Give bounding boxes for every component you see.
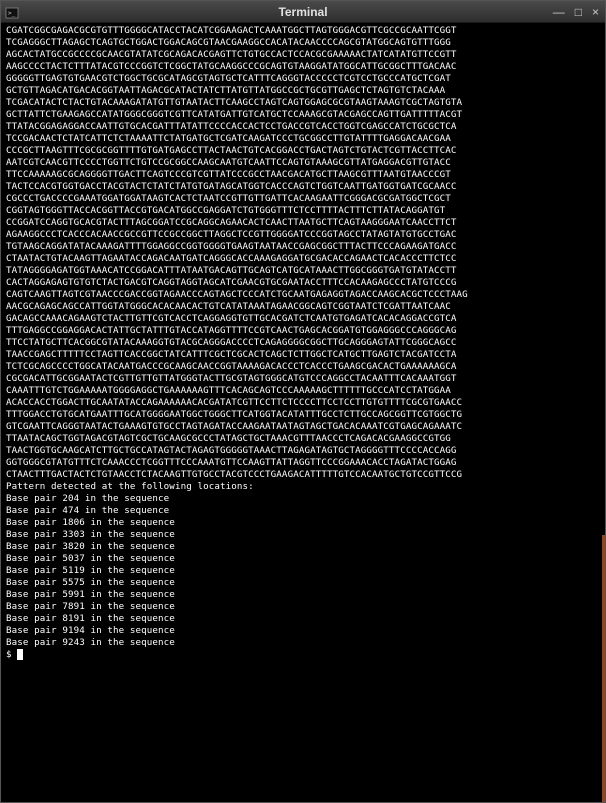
sequence-line: GCTTATTCTGAAGAGCCATATGGGCGGGTCGTTCATATGA… bbox=[6, 109, 600, 121]
sequence-line: TTATACGGAGAGGACCAATTGTGCACGATTTATATTCCCC… bbox=[6, 121, 600, 133]
sequence-line: CACTAGGAGAGTGTGTCTACTGACGTCAGGTAGGTAGCAT… bbox=[6, 277, 600, 289]
sequence-line: TCCGACAACTCTATCATTCTCTAAAATTCTATGATGCTCG… bbox=[6, 133, 600, 145]
minimize-button[interactable]: — bbox=[551, 5, 567, 19]
sequence-line: AATCGTCAACGTTCCCCTGGTTCTGTCCGCGGCCAAGCAA… bbox=[6, 157, 600, 169]
result-line: Base pair 5575 in the sequence bbox=[6, 577, 600, 589]
sequence-line: TTCCTATGCTTCACGGCGTATACAAAGGTGTACGCAGGGA… bbox=[6, 337, 600, 349]
sequence-line: TCGAGGGCTTAGAGCTCAGTGCTGGACTGGACAGCGTAAC… bbox=[6, 37, 600, 49]
sequence-line: TTCCAAAAAGCGCAGGGGTTGACTTCAGTCCCGTCGTTAT… bbox=[6, 169, 600, 181]
window-controls: — □ × bbox=[551, 5, 601, 19]
terminal-window: >_ Terminal — □ × CGATCGGCGAGACGCGTGTTTG… bbox=[0, 0, 606, 803]
sequence-line: CAGTCAAGTTAGTCGTAACCCGACCGGTAGAACCCAGTAG… bbox=[6, 289, 600, 301]
result-line: Base pair 474 in the sequence bbox=[6, 505, 600, 517]
sequence-line: CGCGACATTGCGGAATACTCGTTGTTGTTATGGGTACTTG… bbox=[6, 373, 600, 385]
prompt-line[interactable]: $ bbox=[6, 649, 600, 661]
result-line: Base pair 9243 in the sequence bbox=[6, 637, 600, 649]
result-line: Base pair 5991 in the sequence bbox=[6, 589, 600, 601]
sequence-line: CTAATACTGTACAAGTTAGAATACCAGACAATGATCAGGG… bbox=[6, 253, 600, 265]
result-line: Base pair 1806 in the sequence bbox=[6, 517, 600, 529]
sequence-line: CGGTAGTGGGTTACCACGGTTACCGTGACATGGCCGAGGA… bbox=[6, 205, 600, 217]
sequence-line: CTAACTTTGACTACTCTGTAACCTCTACAAGTTGTGCCTA… bbox=[6, 469, 600, 481]
sequence-line: TATAGGGGAGATGGTAAACATCCGGACATTTATAATGACA… bbox=[6, 265, 600, 277]
sequence-output: CGATCGGCGAGACGCGTGTTTGGGGCATACCTACATCGGA… bbox=[6, 25, 600, 481]
sequence-line: CCCGCTTAAGTTTCGCGCGGTTTTGTGATGAGCCTTACTA… bbox=[6, 145, 600, 157]
maximize-button[interactable]: □ bbox=[573, 5, 584, 19]
sequence-line: CAAATTTGTCTGGAAAAATGGGGAGGCTGAAAAAAGTTTC… bbox=[6, 385, 600, 397]
cursor bbox=[17, 649, 23, 660]
close-button[interactable]: × bbox=[590, 5, 601, 19]
sequence-line: AAGCCCCTACTCTTTATACGTCCCGGTCTCGGCTATGCAA… bbox=[6, 61, 600, 73]
scroll-indicator[interactable] bbox=[602, 535, 605, 802]
sequence-line: GGTGGGCGTATGTTTCTCAAACCCTCGGTTTCCCAAATGT… bbox=[6, 457, 600, 469]
svg-text:>_: >_ bbox=[8, 10, 16, 17]
sequence-line: TTTGGACCTGTGCATGAATTTGCATGGGGAATGGCTGGGC… bbox=[6, 409, 600, 421]
result-line: Base pair 8191 in the sequence bbox=[6, 613, 600, 625]
sequence-line: ACACCACCTGGACTTGCAATATACCAGAAAAAACACGATA… bbox=[6, 397, 600, 409]
result-line: Base pair 5119 in the sequence bbox=[6, 565, 600, 577]
titlebar[interactable]: >_ Terminal — □ × bbox=[1, 1, 605, 23]
sequence-line: TGTAAGCAGGATATACAAAGATTTTGGAGGCCGGTGGGGT… bbox=[6, 241, 600, 253]
sequence-line: TACTCCACGTGGTGACCTACGTACTCTATCTATGTGATAG… bbox=[6, 181, 600, 193]
sequence-line: GACAGCCAAACAGAAGTCTACTTGTTCGTCACCTCAGGAG… bbox=[6, 313, 600, 325]
sequence-line: GTCGAATTCAGGGTAATACTGAAAGTGTGCCTAGTAGATA… bbox=[6, 421, 600, 433]
sequence-line: CGCCCTGACCCCGAAATGGATGGATAAGTCACTCTAATCC… bbox=[6, 193, 600, 205]
terminal-body[interactable]: CGATCGGCGAGACGCGTGTTTGGGGCATACCTACATCGGA… bbox=[1, 23, 605, 802]
sequence-line: CCGGATCCAGGTGCACGTACTTTAGCGGATCCGCAGGCAG… bbox=[6, 217, 600, 229]
result-line: Base pair 3303 in the sequence bbox=[6, 529, 600, 541]
sequence-line: AGAAGGCCCTCACCCACAACCGCCGTTCCGCCGGCTTAGG… bbox=[6, 229, 600, 241]
sequence-line: AACGCAGAGCAGCCATTGGTATGGGCACACAACACTGTCA… bbox=[6, 301, 600, 313]
sequence-line: TCGACATACTCTACTGTACAAAGATATGTTGTAATACTTC… bbox=[6, 97, 600, 109]
sequence-line: TTTGAGGCCGGAGGACACTATTGCTATTTGTACCATAGGT… bbox=[6, 325, 600, 337]
sequence-line: CGATCGGCGAGACGCGTGTTTGGGGCATACCTACATCGGA… bbox=[6, 25, 600, 37]
result-line: Base pair 204 in the sequence bbox=[6, 493, 600, 505]
prompt-symbol: $ bbox=[6, 649, 17, 660]
result-line: Base pair 3820 in the sequence bbox=[6, 541, 600, 553]
sequence-line: TCTCGCAGCCCCTGGCATACAATGACCCGCAAGCAACCGG… bbox=[6, 361, 600, 373]
sequence-line: TAACCGAGCTTTTTCCTAGTTCACCGGCTATCATTTCGCT… bbox=[6, 349, 600, 361]
result-line: Base pair 5037 in the sequence bbox=[6, 553, 600, 565]
sequence-line: GGGGGTTGAGTGTGAACGTCTGGCTGCGCATAGCGTAGTG… bbox=[6, 73, 600, 85]
sequence-line: GCTGTTAGACATGACACGGTAATTAGACGCATACTATCTT… bbox=[6, 85, 600, 97]
window-title: Terminal bbox=[278, 5, 327, 19]
results-output: Base pair 204 in the sequenceBase pair 4… bbox=[6, 493, 600, 649]
result-line: Base pair 9194 in the sequence bbox=[6, 625, 600, 637]
sequence-line: AGCACTATGCCGCCCCGCAACGTATATCGCAGACACGAGT… bbox=[6, 49, 600, 61]
result-line: Base pair 7891 in the sequence bbox=[6, 601, 600, 613]
sequence-line: TAACTGGTGCAAGCATCTTGCTGCCATAGTACTAGAGTGG… bbox=[6, 445, 600, 457]
sequence-line: TTAATACAGCTGGTAGACGTAGTCGCTGCAAGCGCCCTAT… bbox=[6, 433, 600, 445]
pattern-header: Pattern detected at the following locati… bbox=[6, 481, 600, 493]
terminal-icon: >_ bbox=[5, 5, 19, 19]
